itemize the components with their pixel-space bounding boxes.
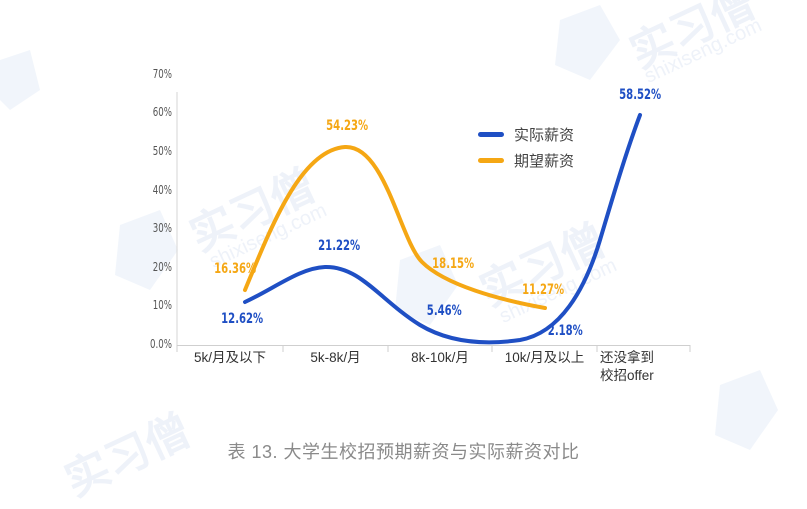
y-tick: 50%	[152, 144, 172, 158]
legend-item-actual: 实际薪资	[478, 124, 574, 145]
data-label-actual: 2.18%	[547, 323, 583, 339]
legend-swatch-orange-icon	[478, 158, 504, 163]
x-label: 10k/月及以上	[504, 350, 585, 365]
y-tick: 70%	[152, 67, 172, 81]
line-chart	[176, 92, 691, 352]
y-tick: 30%	[152, 221, 172, 235]
legend-item-expected: 期望薪资	[478, 150, 574, 171]
legend-label: 实际薪资	[514, 127, 575, 144]
data-label-actual: 21.22%	[318, 238, 361, 254]
x-label: 5k-8k/月	[310, 350, 361, 365]
data-label-actual: 58.52%	[619, 87, 662, 103]
y-tick: 60%	[152, 105, 172, 119]
y-tick: 10%	[152, 298, 172, 312]
y-tick: 0.0%	[150, 337, 172, 351]
watermark-logo-icon	[0, 5, 778, 450]
x-label: 8k-10k/月	[411, 350, 469, 365]
figure-caption: 表 13. 大学生校招预期薪资与实际薪资对比	[227, 442, 580, 462]
data-label-expected: 54.23%	[326, 118, 369, 134]
data-label-expected: 16.36%	[214, 261, 257, 277]
series-actual-line	[243, 113, 642, 345]
x-label: 还没拿到 校招offer	[600, 349, 680, 385]
legend-swatch-blue-icon	[478, 132, 504, 137]
data-label-expected: 18.15%	[432, 256, 475, 272]
data-label-actual: 12.62%	[221, 311, 264, 327]
series-expected-line	[243, 144, 547, 310]
data-label-expected: 11.27%	[522, 282, 565, 298]
x-label: 5k/月及以下	[193, 350, 266, 365]
legend-label: 期望薪资	[514, 153, 575, 170]
y-tick: 40%	[152, 183, 172, 197]
x-label-line: 校招offer	[600, 368, 654, 383]
x-label-line: 还没拿到	[600, 350, 654, 365]
data-label-actual: 5.46%	[426, 303, 462, 319]
y-tick: 20%	[152, 260, 172, 274]
